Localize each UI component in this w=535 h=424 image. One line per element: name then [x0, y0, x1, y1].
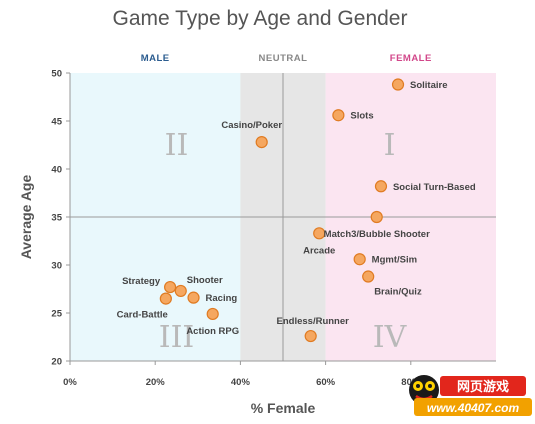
point-label-mgmt-sim: Mgmt/Sim — [372, 255, 417, 266]
point-racing — [187, 291, 200, 304]
zone-label-male: MALE — [141, 53, 170, 64]
quadrant-label-ii: II — [165, 128, 189, 163]
point-action-rpg — [206, 307, 219, 321]
zone-label-female: FEMALE — [390, 53, 432, 64]
point-social-turn-based — [374, 180, 388, 193]
point-card-battle — [159, 292, 172, 305]
quadrant-label-iv: IV — [373, 320, 408, 355]
point-arcade — [313, 227, 326, 240]
point-slots — [332, 109, 345, 122]
x-tick-label: 0% — [63, 377, 77, 388]
y-tick-label: 45 — [51, 117, 62, 128]
point-label-action-rpg: Action RPG — [186, 326, 239, 337]
point-brain-quiz — [362, 270, 375, 283]
quadrant-dividers — [70, 73, 496, 361]
point-label-strategy: Strategy — [122, 276, 161, 287]
watermark-logo: 网页游戏 www.40407.com — [409, 375, 532, 416]
x-axis-label: % Female — [251, 400, 316, 416]
point-label-endless-runner: Endless/Runner — [277, 316, 350, 327]
watermark-url-text: www.40407.com — [427, 401, 520, 415]
x-tick-label: 60% — [316, 377, 336, 388]
quadrant-label-i: I — [384, 128, 396, 163]
y-tick-label: 20 — [51, 357, 62, 368]
point-endless-runner — [304, 329, 317, 343]
point-label-solitaire: Solitaire — [410, 80, 448, 91]
point-shooter — [174, 284, 187, 298]
x-tick-label: 20% — [146, 377, 166, 388]
point-label-casino-poker: Casino/Poker — [221, 120, 282, 131]
point-label-shooter: Shooter — [187, 275, 223, 286]
mascot-icon — [409, 375, 439, 405]
point-strategy — [164, 280, 177, 294]
point-label-slots: Slots — [350, 111, 373, 122]
y-tick-label: 35 — [51, 213, 62, 224]
point-solitaire — [391, 78, 405, 91]
quadrant-label-iii: III — [159, 320, 195, 355]
point-label-arcade: Arcade — [303, 245, 335, 256]
zone-labels: MALE NEUTRAL FEMALE — [141, 53, 432, 64]
point-label-match3-bubble-shooter: Match3/Bubble Shooter — [324, 229, 430, 240]
point-match3-bubble-shooter — [370, 210, 383, 224]
y-tick-label: 40 — [51, 165, 62, 176]
chart-title: Game Type by Age and Gender — [113, 7, 408, 30]
y-tick-label: 50 — [51, 69, 62, 80]
point-mgmt-sim — [353, 253, 366, 266]
y-tick-label: 25 — [51, 309, 62, 320]
y-axis-label: Average Age — [18, 175, 34, 260]
point-label-card-battle: Card-Battle — [117, 310, 168, 321]
point-casino-poker — [255, 136, 268, 149]
point-label-brain-quiz: Brain/Quiz — [374, 287, 422, 298]
x-tick-label: 40% — [231, 377, 251, 388]
data-point-labels: Solitaire Slots Casino/Poker Social Turn-Ba… — [117, 80, 476, 337]
y-tick-label: 30 — [51, 261, 62, 272]
zone-label-neutral: NEUTRAL — [259, 53, 308, 64]
point-label-social-turn-based: Social Turn-Based — [393, 182, 476, 193]
point-label-racing: Racing — [206, 293, 238, 304]
watermark-cn-text: 网页游戏 — [457, 379, 509, 394]
data-points — [159, 78, 405, 343]
